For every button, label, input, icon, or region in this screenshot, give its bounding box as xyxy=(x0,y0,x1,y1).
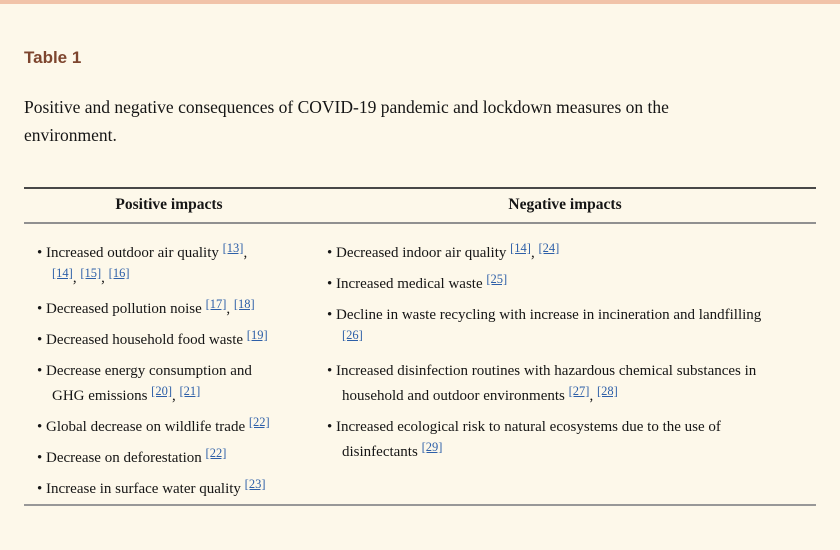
citation-link[interactable]: [25] xyxy=(486,272,508,286)
item-text: GHG emissions xyxy=(52,388,152,404)
item-text: disinfectants xyxy=(342,444,422,460)
column-header-positive-impacts: Positive impacts xyxy=(115,196,223,213)
item-text: Decreased pollution noise xyxy=(46,301,206,317)
citation-link[interactable]: [13] xyxy=(222,241,244,255)
item-text: , xyxy=(72,270,81,286)
item-text: Increased outdoor air quality xyxy=(46,245,223,261)
citation-link[interactable]: [24] xyxy=(538,241,560,255)
table-caption: Positive and negative consequences of CO… xyxy=(24,97,669,145)
list-item: Increased ecological risk to natural eco… xyxy=(318,415,806,465)
list-item: Decrease on deforestation [22] xyxy=(28,446,304,471)
item-text: Increase in surface water quality xyxy=(46,481,245,497)
citation-link[interactable]: [27] xyxy=(568,384,590,398)
item-text: Increased disinfection routines with haz… xyxy=(336,363,757,379)
item-text: Increased medical waste xyxy=(336,276,487,292)
table-body-row: Increased outdoor air quality [13],[14],… xyxy=(24,224,816,506)
item-text: household and outdoor environments xyxy=(342,388,569,404)
table-header-row: Positive impacts Negative impacts xyxy=(24,187,816,224)
list-item: Increased medical waste [25] xyxy=(318,272,806,297)
list-item: Decrease energy consumption and GHG emiss… xyxy=(28,359,304,409)
data-table: Positive impacts Negative impacts Increa… xyxy=(24,187,816,506)
citation-link[interactable]: [26] xyxy=(342,328,363,342)
citation-link[interactable]: [21] xyxy=(179,384,201,398)
citation-link[interactable]: [17] xyxy=(205,297,227,311)
item-text: Decrease on deforestation xyxy=(46,450,206,466)
list-item: Decline in waste recycling with increase… xyxy=(318,303,806,353)
citation-link[interactable]: [19] xyxy=(246,328,268,342)
citation-link[interactable]: [22] xyxy=(205,446,227,460)
list-item: Global decrease on wildlife trade [22] xyxy=(28,415,304,440)
citation-link[interactable]: [23] xyxy=(244,477,266,491)
page-top-accent-border xyxy=(0,0,840,4)
item-text: , xyxy=(101,270,109,286)
item-text: Decline in waste recycling with increase… xyxy=(336,307,762,323)
citation-link[interactable]: [18] xyxy=(233,297,255,311)
citation-link[interactable]: [29] xyxy=(421,440,443,454)
item-text: , xyxy=(226,301,234,317)
list-item: Decreased household food waste [19] xyxy=(28,328,304,353)
citation-link[interactable]: [16] xyxy=(108,266,130,280)
list-item: Decreased indoor air quality [14], [24] xyxy=(318,241,806,266)
item-text: Increased ecological risk to natural eco… xyxy=(336,419,721,435)
citation-link[interactable]: [14] xyxy=(52,266,73,280)
table-label: Table 1 xyxy=(24,48,82,67)
citation-link[interactable]: [28] xyxy=(596,384,618,398)
item-text: , xyxy=(589,388,597,404)
positive-impacts-list: Increased outdoor air quality [13],[14],… xyxy=(24,241,314,508)
citation-link[interactable]: [14] xyxy=(510,241,531,255)
item-text: Decreased household food waste xyxy=(46,332,247,348)
citation-link[interactable]: [20] xyxy=(151,384,172,398)
citation-link[interactable]: [22] xyxy=(248,415,270,429)
item-text: , xyxy=(243,245,248,261)
column-header-negative-impacts: Negative impacts xyxy=(508,196,622,213)
item-text: Decrease energy consumption and xyxy=(46,363,252,379)
table-section: Table 1 Positive and negative consequenc… xyxy=(0,48,840,506)
list-item: Increase in surface water quality [23] xyxy=(28,477,304,502)
item-text: , xyxy=(172,388,180,404)
item-text: Global decrease on wildlife trade xyxy=(46,419,249,435)
negative-impacts-list: Decreased indoor air quality [14], [24] I… xyxy=(314,241,816,508)
list-item: Decreased pollution noise [17], [18] xyxy=(28,297,304,322)
item-text: , xyxy=(530,245,539,261)
list-item: Increased disinfection routines with haz… xyxy=(318,359,806,409)
list-item: Increased outdoor air quality [13],[14],… xyxy=(28,241,304,291)
item-text: Decreased indoor air quality xyxy=(336,245,511,261)
citation-link[interactable]: [15] xyxy=(80,266,102,280)
